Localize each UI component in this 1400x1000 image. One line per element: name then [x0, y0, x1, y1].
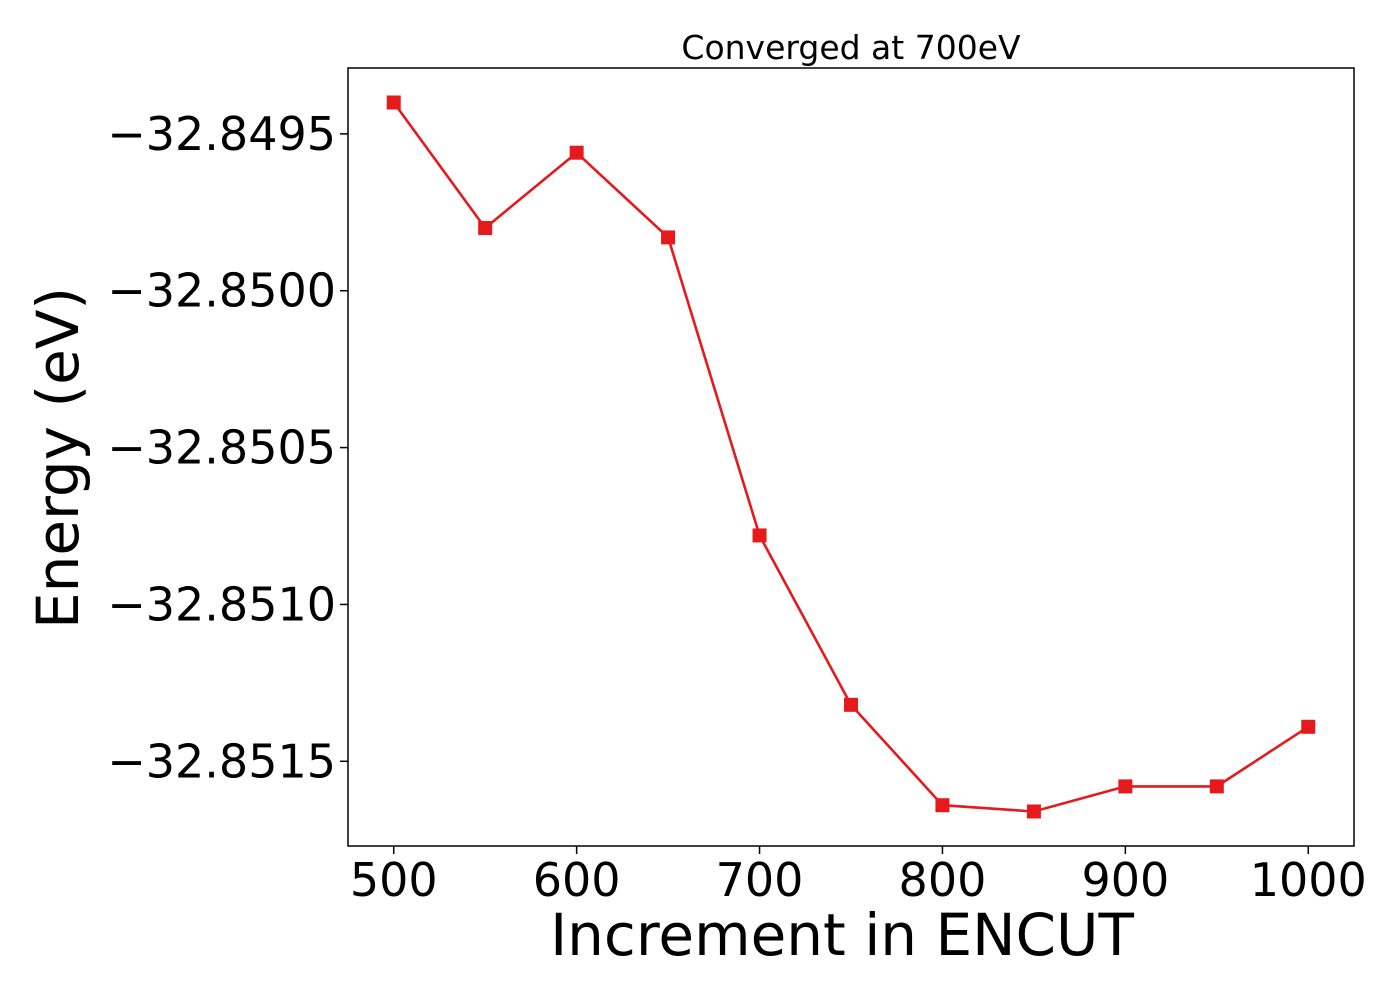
y-tick-label: −32.8510 — [107, 577, 336, 631]
data-point — [386, 95, 401, 110]
data-point — [478, 220, 493, 235]
series-layer — [386, 95, 1316, 819]
data-point — [935, 798, 950, 813]
y-tick-label: −32.8495 — [107, 107, 336, 161]
data-point — [1026, 804, 1041, 819]
x-tick-label: 1000 — [1250, 853, 1367, 907]
x-tick-label: 600 — [533, 853, 621, 907]
y-tick-label: −32.8505 — [107, 421, 336, 475]
x-tick-label: 900 — [1081, 853, 1169, 907]
data-point — [752, 528, 767, 543]
plot-area — [347, 67, 1355, 847]
y-tick-label: −32.8515 — [107, 734, 336, 788]
data-point — [661, 230, 676, 245]
x-tick-label: 500 — [350, 853, 438, 907]
chart-title: Converged at 700eV — [681, 28, 1021, 67]
x-tick-label: 700 — [716, 853, 804, 907]
data-point — [1301, 719, 1316, 734]
x-axis: 500 600 700 800 900 1000 — [350, 846, 1367, 907]
x-axis-label: Increment in ENCUT — [550, 901, 1134, 969]
data-point — [569, 145, 584, 160]
data-point — [844, 697, 858, 712]
y-axis: −32.8495 −32.8500 −32.8505 −32.8510 −32.8515 — [107, 107, 348, 788]
x-tick-label: 800 — [899, 853, 987, 907]
data-point — [1118, 779, 1133, 794]
data-point — [1209, 779, 1224, 794]
y-tick-label: −32.8500 — [107, 264, 336, 318]
y-axis-label: Energy (eV) — [24, 287, 92, 629]
